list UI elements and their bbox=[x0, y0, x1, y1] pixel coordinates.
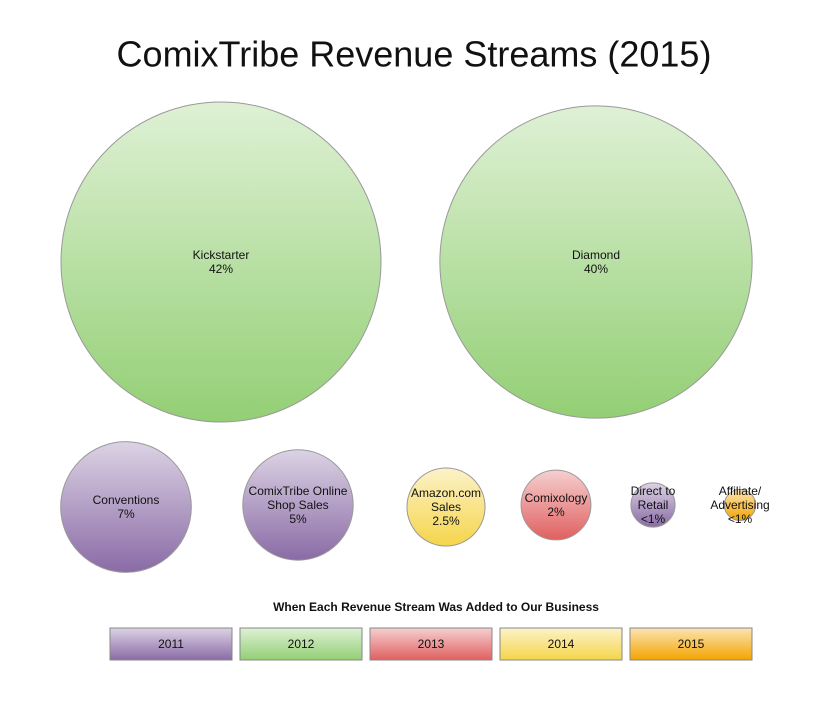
value-label: 2% bbox=[547, 505, 565, 519]
bubble-label: Diamond 40% bbox=[452, 248, 741, 276]
bubble-label: Conventions 7% bbox=[66, 493, 187, 521]
category-label: Affiliate/ Advertising bbox=[710, 484, 770, 512]
legend-label: 2014 bbox=[548, 637, 575, 651]
bubble bbox=[60, 441, 192, 573]
bubble bbox=[60, 101, 382, 423]
bubble bbox=[723, 488, 757, 522]
legend-label: 2011 bbox=[158, 637, 184, 651]
bubble-label: Comixology 2% bbox=[523, 491, 589, 519]
value-label: 42% bbox=[208, 262, 234, 276]
bubble bbox=[439, 105, 753, 419]
bubble bbox=[406, 467, 486, 547]
value-label: <1% bbox=[727, 512, 753, 526]
category-label: Amazon.com Sales bbox=[410, 486, 482, 514]
category-label: Kickstarter bbox=[192, 248, 250, 262]
value-label: 2.5% bbox=[432, 514, 460, 528]
value-label: 40% bbox=[583, 262, 609, 276]
chart-title: ComixTribe Revenue Streams (2015) bbox=[117, 34, 712, 75]
bubble-label: ComixTribe Online Shop Sales 5% bbox=[247, 484, 349, 526]
bubble bbox=[242, 449, 354, 561]
legend-title: When Each Revenue Stream Was Added to Ou… bbox=[273, 600, 599, 614]
legend-label: 2015 bbox=[678, 637, 705, 651]
category-label: Direct to Retail bbox=[630, 484, 676, 512]
legend-swatch bbox=[239, 627, 363, 661]
legend-swatch bbox=[499, 627, 623, 661]
bubble bbox=[520, 469, 592, 541]
category-label: Diamond bbox=[571, 248, 621, 262]
category-label: ComixTribe Online Shop Sales bbox=[248, 484, 348, 512]
bubble-label: Affiliate/ Advertising <1% bbox=[707, 484, 773, 526]
legend-swatch bbox=[109, 627, 233, 661]
bubble-label: Kickstarter 42% bbox=[73, 248, 369, 276]
value-label: 5% bbox=[289, 512, 307, 526]
legend-swatch bbox=[369, 627, 493, 661]
legend-label: 2012 bbox=[288, 637, 315, 651]
category-label: Comixology bbox=[524, 491, 588, 505]
bubble bbox=[630, 482, 676, 528]
bubble-label: Direct to Retail <1% bbox=[620, 484, 686, 526]
legend-swatch bbox=[629, 627, 753, 661]
category-label: Conventions bbox=[92, 493, 160, 507]
legend-label: 2013 bbox=[418, 637, 445, 651]
value-label: 7% bbox=[117, 507, 135, 521]
bubble-label: Amazon.com Sales 2.5% bbox=[410, 486, 482, 528]
value-label: <1% bbox=[640, 512, 666, 526]
